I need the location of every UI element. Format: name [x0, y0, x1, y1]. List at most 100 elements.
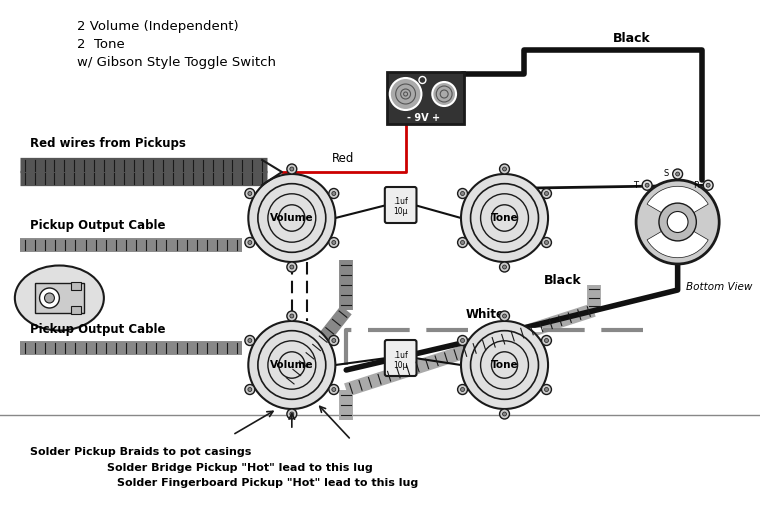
Bar	[35, 283, 84, 313]
FancyBboxPatch shape	[385, 187, 416, 223]
Text: Tone: Tone	[491, 213, 518, 223]
Circle shape	[329, 384, 339, 395]
Circle shape	[645, 183, 649, 187]
Circle shape	[432, 82, 456, 106]
Circle shape	[541, 189, 551, 198]
Text: .1uf: .1uf	[393, 351, 408, 359]
Circle shape	[461, 192, 465, 195]
Circle shape	[245, 384, 255, 395]
Circle shape	[502, 314, 507, 318]
Circle shape	[458, 189, 468, 198]
FancyBboxPatch shape	[385, 340, 416, 376]
Circle shape	[667, 211, 688, 232]
Circle shape	[499, 164, 509, 174]
Circle shape	[642, 180, 652, 190]
Circle shape	[248, 388, 252, 392]
Ellipse shape	[15, 266, 104, 331]
Text: Solder Fingerboard Pickup "Hot" lead to this lug: Solder Fingerboard Pickup "Hot" lead to …	[117, 478, 418, 488]
Circle shape	[245, 336, 255, 345]
Circle shape	[287, 262, 296, 272]
Circle shape	[290, 314, 294, 318]
Circle shape	[545, 388, 548, 392]
Text: Red wires from Pickups: Red wires from Pickups	[30, 137, 186, 150]
Wedge shape	[647, 186, 708, 222]
Circle shape	[290, 412, 294, 416]
Circle shape	[499, 409, 509, 419]
Text: T: T	[633, 181, 638, 190]
Circle shape	[332, 192, 336, 195]
Circle shape	[461, 241, 465, 245]
Circle shape	[287, 409, 296, 419]
Text: Black: Black	[544, 273, 582, 286]
Circle shape	[541, 237, 551, 248]
Text: S: S	[664, 170, 669, 178]
Circle shape	[40, 288, 59, 308]
Text: Bottom View: Bottom View	[686, 282, 752, 292]
Text: Tone: Tone	[491, 360, 518, 370]
Circle shape	[461, 174, 548, 262]
Text: 2 Volume (Independent): 2 Volume (Independent)	[77, 20, 239, 33]
Text: Solder Bridge Pickup "Hot" lead to this lug: Solder Bridge Pickup "Hot" lead to this …	[107, 463, 372, 473]
Text: Black: Black	[614, 31, 651, 45]
Text: Pickup Output Cable: Pickup Output Cable	[30, 323, 165, 337]
Circle shape	[673, 169, 683, 179]
Circle shape	[287, 164, 296, 174]
Circle shape	[290, 265, 294, 269]
Circle shape	[545, 339, 548, 342]
Circle shape	[332, 388, 336, 392]
Circle shape	[545, 192, 548, 195]
Circle shape	[499, 262, 509, 272]
Circle shape	[676, 172, 680, 176]
Circle shape	[499, 311, 509, 321]
Circle shape	[541, 384, 551, 395]
Bar	[71, 306, 81, 314]
Text: - 9V +: - 9V +	[407, 113, 440, 123]
Text: Solder Pickup Braids to pot casings: Solder Pickup Braids to pot casings	[30, 447, 251, 457]
Text: Volume: Volume	[270, 213, 313, 223]
Text: Pickup Output Cable: Pickup Output Cable	[30, 218, 165, 231]
Wedge shape	[647, 222, 708, 258]
Circle shape	[245, 189, 255, 198]
Circle shape	[248, 192, 252, 195]
Circle shape	[458, 237, 468, 248]
Circle shape	[541, 336, 551, 345]
Text: Red: Red	[332, 152, 354, 164]
Bar	[71, 282, 81, 290]
Circle shape	[248, 339, 252, 342]
Circle shape	[329, 237, 339, 248]
Text: 10μ: 10μ	[393, 360, 408, 370]
Circle shape	[545, 241, 548, 245]
Circle shape	[287, 311, 296, 321]
Circle shape	[458, 384, 468, 395]
Circle shape	[290, 167, 294, 171]
Circle shape	[332, 339, 336, 342]
Text: w/ Gibson Style Toggle Switch: w/ Gibson Style Toggle Switch	[77, 56, 276, 69]
Circle shape	[502, 265, 507, 269]
Circle shape	[45, 293, 55, 303]
Text: Volume: Volume	[270, 360, 313, 370]
Circle shape	[707, 183, 710, 187]
Text: .1uf: .1uf	[393, 197, 408, 207]
Circle shape	[248, 174, 336, 262]
Circle shape	[502, 412, 507, 416]
Circle shape	[703, 180, 713, 190]
Circle shape	[659, 203, 697, 241]
Circle shape	[458, 336, 468, 345]
Circle shape	[502, 167, 507, 171]
Circle shape	[248, 321, 336, 409]
Text: R: R	[694, 181, 699, 190]
Circle shape	[329, 189, 339, 198]
Circle shape	[636, 180, 719, 264]
Text: 2  Tone: 2 Tone	[77, 38, 125, 51]
Text: 10μ: 10μ	[393, 208, 408, 216]
Circle shape	[245, 237, 255, 248]
Circle shape	[248, 241, 252, 245]
Circle shape	[329, 336, 339, 345]
Circle shape	[461, 388, 465, 392]
Circle shape	[461, 321, 548, 409]
Circle shape	[390, 78, 422, 110]
Bar	[387, 72, 464, 124]
Circle shape	[332, 241, 336, 245]
Circle shape	[461, 339, 465, 342]
Text: White: White	[465, 308, 505, 321]
